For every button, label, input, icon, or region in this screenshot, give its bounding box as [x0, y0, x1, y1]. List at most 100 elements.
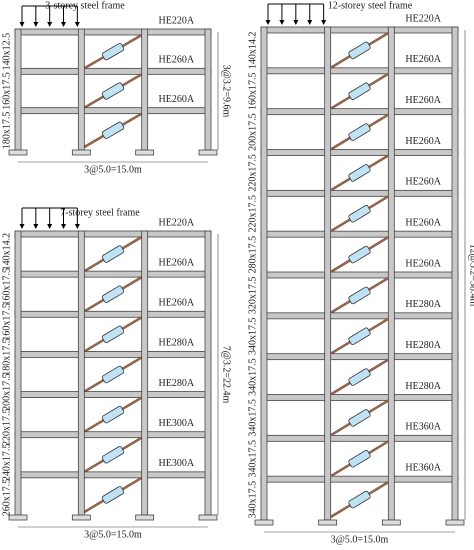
column: [14, 28, 22, 151]
beam-label: HE360A: [405, 462, 441, 473]
arrow-head: [61, 22, 66, 27]
beam-label: HE260A: [405, 136, 441, 147]
damper: [348, 286, 371, 305]
beam: [260, 271, 459, 279]
beam-label: HE360A: [405, 422, 441, 433]
column-label: 180x17.5: [1, 338, 12, 376]
beam: [14, 28, 212, 36]
damper: [348, 490, 371, 509]
beam-label: HE260A: [405, 95, 441, 106]
arrow-head: [279, 20, 285, 25]
support: [198, 514, 218, 521]
damper: [348, 327, 371, 346]
beam-label: HE260A: [405, 258, 441, 269]
arrow-head: [61, 224, 66, 229]
column: [141, 230, 149, 516]
width-dimension: 3@5.0=15.0m: [84, 529, 142, 540]
beam-label: HE260A: [405, 177, 441, 188]
beam-label: HE280A: [159, 338, 195, 349]
column: [204, 230, 212, 516]
frame: 7-storey steel frame HE220A HE260A HE260A HE…: [1, 207, 231, 540]
column: [14, 230, 22, 516]
beam: [260, 149, 459, 156]
height-dimension: 3@3.2=9.6m: [221, 65, 232, 118]
frame: 12-storey steel frame HE220A HE260A HE260A H…: [247, 0, 474, 545]
beam: [14, 431, 212, 439]
beam-label: HE280A: [405, 340, 441, 351]
arrow-head: [47, 22, 53, 27]
beam-label: HE220A: [405, 13, 441, 24]
column-label: 340x17.5: [247, 399, 258, 437]
column-label: 340x17.5: [247, 440, 258, 478]
support: [71, 514, 91, 521]
beam-label: HE260A: [159, 94, 195, 105]
beam-label: HE300A: [159, 418, 195, 429]
support: [445, 519, 465, 526]
beam-label: HE260A: [405, 217, 441, 228]
beam-label: HE280A: [159, 378, 195, 389]
column: [260, 26, 268, 521]
beam: [14, 310, 212, 318]
beam: [14, 471, 212, 479]
beam-label: HE280A: [405, 299, 441, 310]
beam-label: HE260A: [405, 54, 441, 65]
arrow-head: [33, 224, 39, 229]
beam-label: HE260A: [159, 55, 195, 66]
arrow-head: [19, 224, 25, 229]
support: [8, 149, 28, 156]
column-label: 220x17.5: [247, 154, 258, 192]
beam-label: HE300A: [159, 458, 195, 469]
column-label: 340x17.5: [247, 358, 258, 396]
arrow-head: [47, 224, 53, 229]
column-label: 320x17.5: [247, 277, 258, 315]
column-label: 140x12.5: [1, 33, 12, 71]
damper: [101, 325, 125, 344]
frame-title: 12-storey steel frame: [328, 0, 413, 11]
beam: [260, 108, 459, 116]
column-label: 140x14.2: [247, 32, 258, 70]
column: [204, 28, 212, 151]
arrow-head: [19, 22, 25, 27]
beam-label: HE260A: [159, 257, 195, 268]
damper: [348, 245, 371, 264]
frame-title: 3-storey steel frame: [45, 0, 125, 11]
beam: [260, 394, 459, 401]
beam: [14, 67, 212, 75]
beam: [260, 434, 459, 442]
column-label: 160x17.5: [1, 303, 12, 341]
height-dimension: 12@3.2=38.4m: [468, 244, 474, 307]
support: [8, 514, 28, 521]
column: [324, 26, 332, 521]
damper: [101, 446, 125, 464]
column-label: 280x17.5: [247, 236, 258, 273]
arrow-head: [293, 20, 299, 25]
column-label: 220x17.5: [247, 195, 258, 233]
column: [141, 28, 149, 151]
support: [318, 519, 338, 526]
damper: [348, 82, 371, 101]
column-label: 180x17.5: [1, 112, 12, 150]
damper: [101, 285, 125, 303]
column-label: 160x17.5: [1, 72, 12, 110]
support: [71, 149, 91, 156]
damper: [348, 449, 371, 468]
damper: [101, 121, 125, 139]
column-label: 140x14.2: [1, 233, 12, 271]
damper: [101, 43, 125, 61]
support: [135, 514, 155, 521]
column-label: 200x17.5: [247, 113, 258, 151]
damper: [348, 123, 371, 141]
beam: [14, 107, 212, 115]
frame: 3-storey steel frame HE220A HE260A HE260A 14…: [1, 0, 231, 175]
column-label: 340x17.5: [247, 481, 258, 519]
beam: [14, 230, 212, 238]
column: [77, 230, 85, 516]
arrow-head: [33, 22, 39, 27]
beam: [260, 312, 459, 320]
damper: [101, 245, 125, 263]
arrow-head: [265, 20, 271, 25]
beam: [260, 26, 459, 34]
column-label: 160x17.5: [247, 73, 258, 111]
column: [387, 26, 395, 521]
